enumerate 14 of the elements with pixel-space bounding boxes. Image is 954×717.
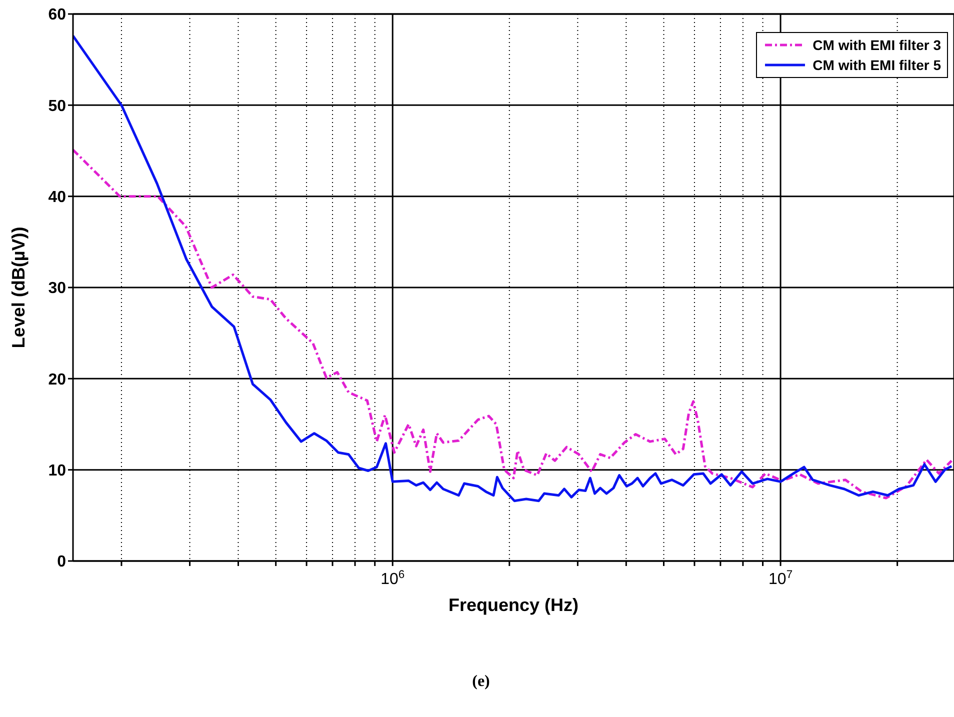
legend-label: CM with EMI filter 3: [812, 36, 941, 55]
y-tick-label: 40: [48, 189, 66, 206]
text: (e): [471, 673, 491, 691]
y-axis-title: Level (dB(µV)): [8, 226, 28, 348]
x-tick-label: 10$^{7}$: [768, 569, 793, 588]
y-tick-label: 10: [48, 462, 66, 480]
legend-label: CM with EMI filter 5: [812, 56, 941, 75]
y-tick-label: 20: [48, 371, 66, 388]
x-axis-title: Frequency (Hz): [448, 595, 579, 615]
x-tick-label: 10$^{6}$: [380, 569, 405, 588]
y-tick-label: 30: [48, 280, 66, 298]
y-tick-label: 50: [48, 98, 66, 115]
y-tick-label: 0: [57, 554, 66, 571]
y-tick-label: 60: [48, 6, 66, 24]
